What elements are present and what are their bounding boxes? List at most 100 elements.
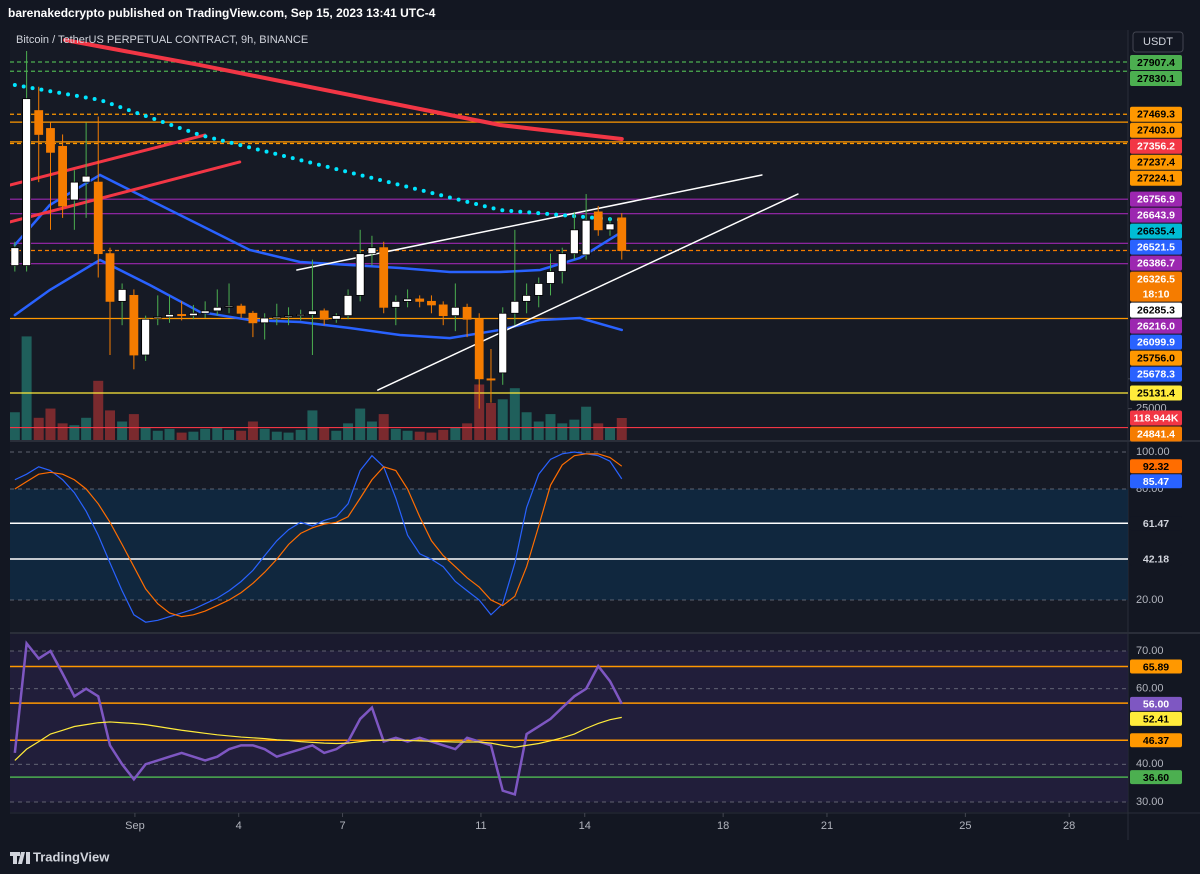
price-badge-label: 27469.3 [1137, 109, 1175, 121]
candle-body [272, 316, 282, 319]
candle-body [510, 300, 520, 314]
chart-title: Bitcoin / TetherUS PERPETUAL CONTRACT, 9… [16, 34, 308, 46]
price-badge-label: 61.47 [1143, 518, 1169, 530]
price-badge [1130, 733, 1182, 748]
volume-bar [390, 428, 401, 440]
logo-icon [10, 852, 30, 864]
currency[interactable]: USDT [1143, 36, 1173, 48]
price-layer [10, 38, 1128, 440]
price-badge [1130, 170, 1182, 186]
price-badge-label: 26643.9 [1137, 209, 1175, 221]
volume-bar [33, 417, 44, 440]
price-badge [1130, 55, 1182, 70]
candle-body [81, 175, 91, 183]
price-badge [1130, 138, 1182, 154]
volume-bar [295, 429, 306, 440]
y-tick-label: 30.00 [1136, 796, 1164, 808]
price-badge [1130, 334, 1182, 350]
overlay-line [13, 173, 624, 274]
candle-body [498, 312, 508, 374]
volume-bar [438, 429, 449, 440]
y-tick-label: 70.00 [1136, 645, 1164, 657]
volume-bar [533, 421, 544, 440]
candle-body [69, 181, 79, 201]
candle-body [34, 110, 44, 135]
price-badge [1130, 410, 1182, 426]
volume-bar [331, 430, 342, 440]
rsi-layer [10, 640, 1128, 803]
volume-bar [581, 406, 592, 440]
candle-body [379, 247, 389, 308]
price-badge-label: 26386.7 [1137, 257, 1175, 269]
price-badge [1130, 426, 1182, 442]
volume-bar [117, 421, 128, 440]
price-badge [1130, 71, 1182, 86]
currency-box[interactable] [1132, 31, 1184, 53]
price-badge-label: 36.60 [1143, 772, 1169, 784]
price-badge [1130, 551, 1182, 566]
volume-bar [593, 423, 604, 440]
candle-body [58, 145, 67, 207]
price-badge [1130, 366, 1182, 382]
volume-bar [247, 421, 258, 440]
volume-bar [236, 430, 247, 440]
y-tick-label: 20.00 [1136, 594, 1164, 606]
price-badge-label: 42.18 [1143, 554, 1169, 566]
candle-body [557, 253, 567, 272]
candle-body [391, 300, 401, 308]
x-tick-label: 11 [475, 820, 486, 832]
price-badge-label: 25131.4 [1137, 387, 1175, 399]
price-badge-label: 26099.9 [1137, 336, 1175, 348]
volume-bar [521, 412, 532, 440]
volume-bar [283, 432, 294, 440]
volume-bar [45, 408, 56, 440]
volume-bar [414, 431, 425, 440]
volume-bar [402, 430, 413, 440]
candle-body [22, 98, 32, 266]
overlay-line [377, 193, 799, 391]
x-tick-label: 21 [821, 820, 833, 832]
candle-body [93, 181, 103, 255]
candle-body [248, 312, 258, 324]
candle-body [486, 378, 496, 381]
volume-bar [271, 431, 282, 440]
price-badge [1130, 106, 1182, 122]
y-tick-label: 60.00 [1136, 683, 1164, 695]
volume-bar [509, 388, 520, 440]
indicator-band [10, 650, 1128, 802]
indicator-line [14, 451, 623, 623]
price-badge-label: 85.47 [1143, 476, 1169, 488]
indicator-line [14, 716, 622, 761]
volume-bar [307, 410, 318, 440]
volume-bar [426, 432, 437, 440]
indicator-line [14, 453, 623, 618]
y-tick-label: 40.00 [1136, 758, 1164, 770]
price-badge-label: 46.37 [1143, 735, 1169, 747]
candle-body [117, 289, 127, 302]
candle-body [617, 217, 627, 251]
price-badge-label: 24841.4 [1137, 428, 1175, 440]
candle-body [569, 229, 579, 255]
price-badge [1130, 474, 1182, 489]
footer-logo [10, 852, 30, 864]
volume-bar [176, 432, 187, 440]
overlay-line [12, 82, 624, 223]
price-badge [1130, 255, 1182, 271]
price-badge [1130, 385, 1182, 401]
price-badge-label: 26756.9 [1137, 193, 1175, 205]
x-tick-label: Sep [125, 820, 145, 832]
volume-bar [462, 423, 473, 440]
candle-body [593, 211, 603, 231]
axis-layer: Sep47111418212528250002525027907.427830.… [125, 55, 1182, 832]
candle-body [355, 253, 365, 296]
price-badge-label: 25756.0 [1137, 352, 1175, 364]
volume-bar [355, 408, 366, 440]
price-badge-label: 27403.0 [1137, 125, 1175, 137]
candle-body [534, 283, 544, 296]
volume-bar [485, 403, 496, 440]
price-badge-label: 27224.1 [1137, 173, 1175, 185]
overlay-line [63, 38, 624, 141]
price-badge [1130, 459, 1182, 474]
x-tick-label: 14 [579, 820, 591, 832]
